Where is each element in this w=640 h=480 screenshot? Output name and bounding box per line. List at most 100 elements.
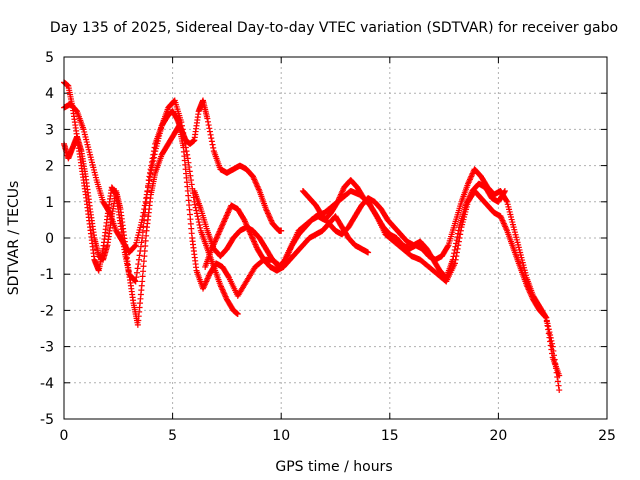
data-point (184, 155, 191, 162)
data-point (543, 318, 550, 325)
data-point (547, 338, 554, 345)
x-tick-label: 0 (60, 428, 69, 444)
x-tick-label: 25 (598, 428, 616, 444)
data-point (546, 334, 553, 341)
data-point (143, 200, 150, 207)
data-point (545, 330, 552, 337)
y-tick-label: 5 (45, 50, 54, 66)
y-tick-label: 4 (45, 86, 54, 102)
data-point (555, 382, 562, 389)
data-point (151, 144, 158, 151)
data-point (454, 233, 461, 240)
data-point (140, 268, 147, 275)
data-point (501, 189, 508, 196)
data-point (451, 246, 458, 253)
data-point (132, 242, 139, 249)
y-axis-label: SDTVAR / TECUs (6, 181, 22, 296)
data-point (186, 168, 193, 175)
data-point (503, 197, 510, 204)
x-tick-label: 10 (272, 428, 290, 444)
data-point (149, 155, 156, 162)
data-point (196, 221, 203, 228)
x-tick-label: 5 (168, 428, 177, 444)
data-point (150, 148, 157, 155)
data-point (206, 125, 213, 132)
data-point (143, 232, 150, 239)
data-point (206, 128, 213, 135)
data-point (205, 122, 212, 129)
data-point (548, 346, 555, 353)
data-point (150, 151, 157, 158)
data-point (193, 210, 200, 217)
data-point (195, 219, 202, 226)
y-tick-label: 3 (45, 122, 54, 138)
data-point (544, 322, 551, 329)
data-point (210, 144, 217, 151)
data-point (147, 166, 154, 173)
data-point (134, 265, 141, 272)
data-point (197, 224, 204, 231)
data-point (444, 243, 451, 250)
data-point (141, 217, 148, 224)
axis-ticks: 0 5 10 15 20 25 -5 -4 -3 -2 -1 0 1 2 3 4 5 (40, 50, 616, 444)
data-point (142, 242, 149, 249)
x-axis-label: GPS time / hours (275, 459, 392, 475)
y-tick-label: -4 (40, 376, 54, 392)
data-point (139, 229, 146, 236)
data-point (204, 115, 211, 122)
data-point (132, 278, 139, 285)
data-point (188, 177, 195, 184)
data-point (137, 243, 144, 250)
data-point (139, 273, 146, 280)
data-point (193, 207, 200, 214)
data-point (554, 378, 561, 385)
chart-title: Day 135 of 2025, Sidereal Day-to-day VTE… (50, 20, 618, 36)
y-tick-label: -2 (40, 303, 54, 319)
data-point (187, 172, 194, 179)
data-point (144, 188, 151, 195)
data-point (150, 154, 157, 161)
data-point (136, 252, 143, 259)
data-point (138, 239, 145, 246)
data-points (61, 79, 563, 394)
data-point (450, 253, 457, 260)
data-point (191, 201, 198, 208)
data-point (186, 164, 193, 171)
data-point (208, 138, 215, 145)
data-point (556, 387, 563, 394)
data-point (185, 159, 192, 166)
data-point (148, 162, 155, 169)
data-point (183, 148, 190, 155)
data-point (143, 194, 150, 201)
plot-frame (63, 56, 608, 420)
data-point (453, 237, 460, 244)
data-point (195, 216, 202, 223)
x-tick-label: 15 (381, 428, 399, 444)
data-point (194, 213, 201, 220)
data-point (455, 227, 462, 234)
data-point (543, 314, 550, 321)
data-point (178, 119, 185, 126)
data-point (132, 277, 139, 284)
data-point (205, 118, 212, 125)
data-point (453, 240, 460, 247)
data-point (139, 235, 146, 241)
y-tick-label: 0 (45, 231, 54, 247)
series-track-e (202, 202, 372, 274)
data-point (135, 256, 142, 263)
data-point (139, 278, 146, 285)
data-point (209, 141, 216, 148)
data-point (542, 313, 549, 320)
data-point (207, 131, 214, 138)
x-tick-label: 20 (489, 428, 507, 444)
data-point (556, 372, 563, 379)
series-track-d (191, 166, 563, 379)
data-point (549, 350, 556, 357)
data-point (278, 227, 285, 234)
data-point (148, 158, 155, 165)
data-point (141, 253, 148, 260)
data-point (501, 187, 508, 194)
y-tick-label: -5 (40, 412, 54, 428)
data-point (141, 248, 148, 255)
